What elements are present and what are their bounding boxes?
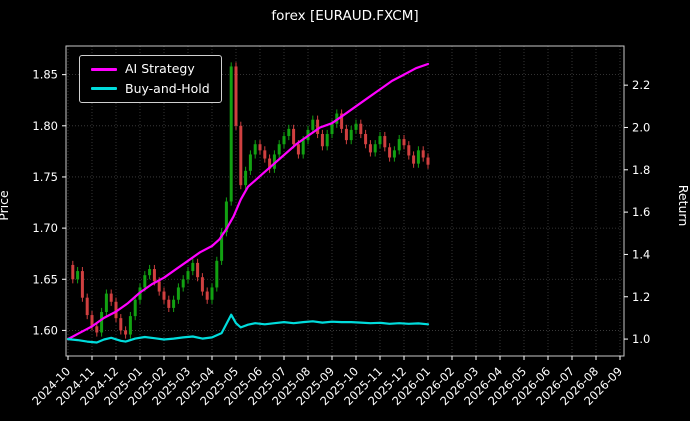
svg-text:2.0: 2.0	[632, 120, 650, 134]
svg-text:1.70: 1.70	[32, 221, 58, 235]
svg-text:1.60: 1.60	[32, 323, 58, 337]
svg-text:1.4: 1.4	[632, 247, 650, 261]
legend-label-buy-and-hold: Buy-and-Hold	[125, 80, 210, 96]
svg-text:1.0: 1.0	[632, 332, 650, 346]
legend-item-buy-and-hold: Buy-and-Hold	[91, 80, 210, 96]
svg-text:1.75: 1.75	[32, 170, 58, 184]
legend-item-ai-strategy: AI Strategy	[91, 61, 210, 76]
chart-title: forex [EURAUD.FXCM]	[271, 8, 419, 24]
svg-text:1.65: 1.65	[32, 272, 58, 286]
buy-and-hold-line-swatch	[91, 87, 117, 91]
legend: AI Strategy Buy-and-Hold	[79, 55, 222, 103]
svg-text:1.2: 1.2	[632, 290, 650, 304]
svg-text:1.80: 1.80	[32, 119, 58, 133]
svg-text:1.8: 1.8	[632, 163, 650, 177]
svg-text:1.6: 1.6	[632, 205, 650, 219]
ai-strategy-line-swatch	[91, 67, 117, 71]
svg-text:2.2: 2.2	[632, 78, 650, 92]
y-axis-label-return: Return	[675, 184, 690, 227]
legend-label-ai-strategy: AI Strategy	[125, 61, 195, 76]
svg-text:1.85: 1.85	[32, 68, 58, 82]
y-axis-label-price: Price	[0, 190, 11, 221]
